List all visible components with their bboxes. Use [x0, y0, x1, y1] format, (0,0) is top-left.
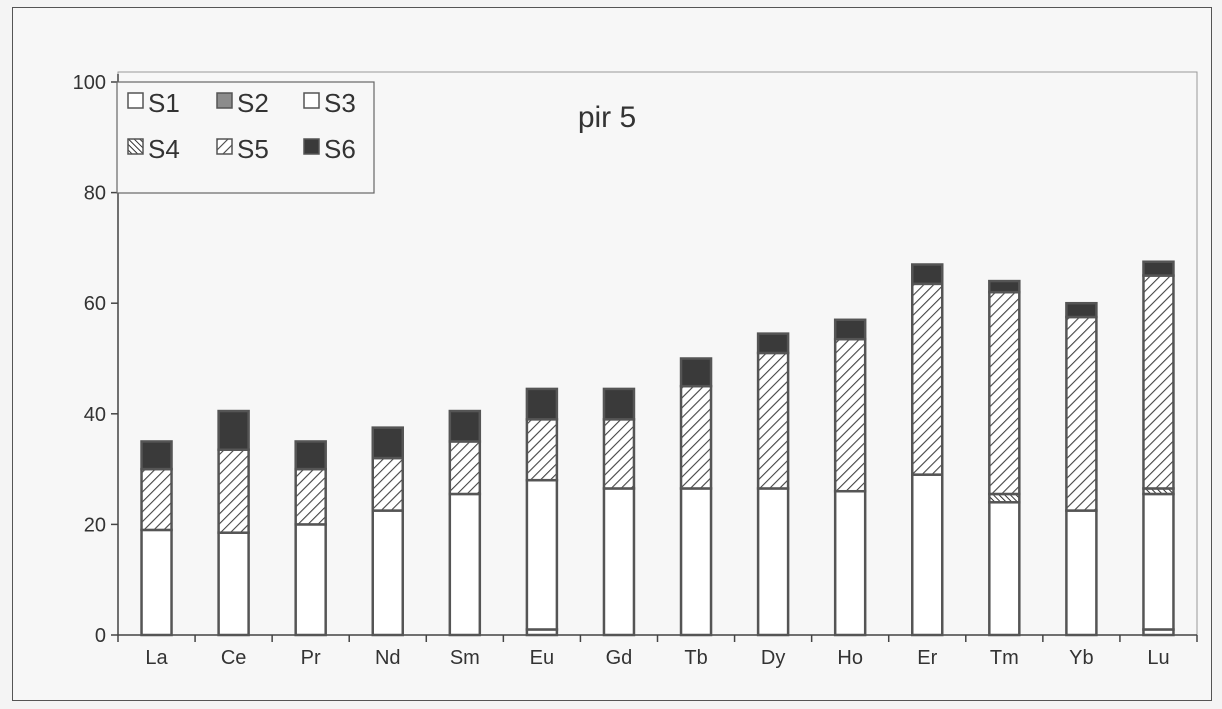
y-axis: 0 20 40 60 80 100	[73, 72, 119, 647]
y-tick-label: 0	[95, 625, 106, 647]
x-tick-label: Sm	[450, 647, 480, 669]
legend-label-s3: S3	[324, 88, 356, 118]
legend-box	[116, 81, 375, 194]
bar-segment-s6	[833, 318, 867, 341]
bar-segment-s3	[448, 492, 482, 637]
x-tick-label: Nd	[375, 647, 401, 669]
legend-label-s5: S5	[237, 134, 269, 164]
bar-segment-s5	[833, 337, 867, 493]
bar-segment-s6	[371, 426, 404, 460]
bar-segment-s3	[679, 487, 713, 637]
x-tick-label: Gd	[606, 647, 633, 669]
legend-swatch-s2	[216, 92, 233, 109]
x-tick-label: La	[145, 647, 168, 669]
bar-segment-s6	[988, 279, 1021, 294]
x-tick-label: Lu	[1147, 647, 1169, 669]
bar-segment-s5	[1142, 274, 1175, 490]
bar-segment-s3	[371, 509, 404, 637]
bar-segment-s3	[833, 489, 867, 637]
legend-swatch-s5	[216, 138, 233, 155]
bar-segment-s6	[448, 409, 482, 443]
legend-label-s6: S6	[324, 134, 356, 164]
x-tick-label: Tb	[684, 647, 707, 669]
legend-label-s1: S1	[148, 88, 180, 118]
bar-segment-s3	[1065, 509, 1098, 637]
bar-segment-s3	[217, 531, 250, 637]
bar-segment-s3	[525, 478, 559, 631]
bar-segment-s6	[602, 387, 636, 421]
x-tick-label: Pr	[301, 647, 321, 669]
legend-swatch-s6	[303, 138, 320, 155]
y-tick-label: 60	[84, 293, 106, 315]
x-tick-label: Eu	[530, 647, 554, 669]
bar-segment-s5	[448, 440, 482, 496]
bar-segment-s6	[1142, 260, 1175, 277]
legend-label-s4: S4	[148, 134, 180, 164]
bar-segment-s5	[525, 418, 559, 482]
legend-swatch-s3	[303, 92, 320, 109]
y-tick-label: 40	[84, 404, 106, 426]
legend-label-s2: S2	[237, 88, 269, 118]
bar-segment-s3	[1142, 492, 1175, 631]
bar-segment-s3	[988, 501, 1021, 637]
bar-segment-s3	[294, 523, 327, 637]
bar-segment-s5	[371, 456, 404, 512]
bar-segment-s6	[1065, 301, 1098, 319]
bar-segment-s5	[679, 384, 713, 490]
bar-segment-s5	[217, 448, 250, 534]
y-tick-label: 100	[73, 72, 106, 94]
y-tick-label: 20	[84, 514, 106, 536]
bar-segment-s6	[294, 440, 327, 471]
bar-segment-s6	[525, 387, 559, 421]
y-tick-label: 80	[84, 183, 106, 205]
legend: S1 S2 S3 S4 S5 S6	[116, 81, 375, 194]
x-tick-label: Ce	[221, 647, 247, 669]
bar-segment-s3	[756, 487, 790, 637]
bar-segment-s6	[140, 440, 173, 471]
x-tick-label: Dy	[761, 647, 785, 669]
legend-swatch-s1	[127, 92, 144, 109]
bar-segment-s6	[679, 357, 713, 388]
bar-segment-s3	[602, 487, 636, 637]
x-tick-label: Er	[917, 647, 937, 669]
bar-segment-s6	[756, 332, 790, 355]
bar-segment-s5	[911, 282, 944, 476]
x-tick-label: Tm	[990, 647, 1019, 669]
bar-segment-s6	[911, 263, 944, 286]
bar-segment-s3	[140, 528, 173, 637]
bar-segment-s3	[911, 473, 944, 637]
bar-segment-s5	[140, 467, 173, 532]
x-axis: La Ce Pr Nd Sm Eu Gd Tb Dy Ho Er Tm Yb Lu	[117, 634, 1198, 669]
bar-segment-s5	[988, 290, 1021, 496]
legend-swatch-s4	[127, 138, 144, 155]
bar-segment-s5	[602, 418, 636, 490]
chart-title: pir 5	[578, 101, 636, 134]
bars	[140, 260, 1175, 637]
bar-segment-s5	[756, 351, 790, 490]
x-tick-label: Yb	[1069, 647, 1093, 669]
bar-segment-s5	[1065, 315, 1098, 512]
x-tick-label: Ho	[837, 647, 863, 669]
bar-segment-s6	[217, 409, 250, 451]
bar-segment-s5	[294, 467, 327, 526]
